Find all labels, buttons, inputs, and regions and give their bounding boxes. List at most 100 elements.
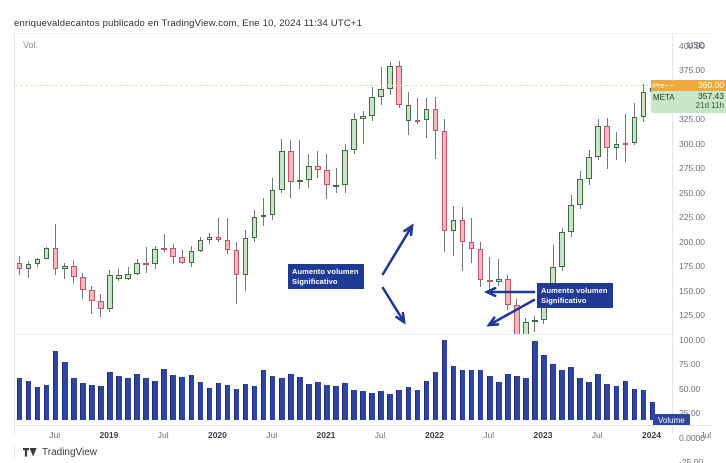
- time-axis-tick: Jul: [483, 430, 495, 440]
- candle-body: [260, 215, 267, 218]
- volume-bar: [134, 373, 140, 420]
- price-axis-tick: 125.00: [679, 310, 705, 321]
- candle-body: [251, 217, 258, 238]
- candle-body: [25, 264, 32, 270]
- candle-body: [188, 250, 195, 264]
- time-axis-tick: 2022: [424, 430, 444, 440]
- volume-bar: [405, 387, 412, 420]
- price-axis-tick: 25.00: [679, 408, 700, 418]
- candle-body: [640, 91, 647, 118]
- volume-bar: [152, 380, 158, 420]
- time-scale[interactable]: Jul 2019 Jul 2020 Jul 2021 Jul 2022 Jul 2023 Jul 20…: [14, 425, 712, 444]
- price-scale[interactable]: USD 400.00375.00350.00325.00300.00275.00…: [651, 34, 726, 463]
- candle-body: [504, 279, 511, 305]
- candle-body: [61, 266, 68, 270]
- candle-body: [631, 117, 638, 143]
- volume-bar: [197, 381, 204, 420]
- time-axis-tick: Jul: [157, 430, 169, 440]
- candle-wick: [263, 197, 265, 227]
- volume-bar: [387, 394, 394, 420]
- volume-bar: [396, 390, 403, 420]
- volume-bar: [89, 384, 95, 420]
- time-axis-tick: Jul: [266, 430, 278, 440]
- candle-body: [269, 189, 276, 216]
- volume-bar: [514, 376, 520, 420]
- candle-wick: [362, 111, 364, 144]
- bar-countdown: 21d 11h: [695, 101, 724, 111]
- volume-bar: [414, 389, 421, 420]
- time-axis-tick: 2023: [533, 430, 553, 440]
- annotation-label-right[interactable]: Aumento volumen Significativo: [537, 283, 613, 309]
- volume-bar: [649, 401, 656, 420]
- candle-wick: [127, 267, 129, 281]
- last-price-badge[interactable]: META 357.43 21d 11h: [651, 90, 726, 114]
- time-axis-tick: 2021: [316, 430, 336, 440]
- time-axis-tick: 2019: [99, 430, 119, 440]
- candle-body: [514, 304, 520, 334]
- price-axis-tick: 250.00: [679, 187, 705, 198]
- candle-wick: [64, 263, 66, 280]
- price-axis-tick: -25.00: [679, 457, 704, 463]
- volume-bar: [577, 377, 583, 420]
- chart-frame[interactable]: Vol.: [14, 34, 713, 434]
- volume-bar: [595, 373, 602, 420]
- volume-bar: [287, 374, 294, 420]
- candle-body: [577, 179, 583, 205]
- candle-body: [224, 239, 231, 250]
- volume-series-badge[interactable]: Volume: [653, 414, 690, 427]
- volume-bar: [260, 370, 267, 420]
- volume-bar: [504, 373, 511, 420]
- volume-bar: [107, 372, 113, 420]
- candle-body: [450, 220, 457, 232]
- annotation-right-line1: Aumento volumen: [541, 286, 608, 295]
- candle-body: [297, 180, 303, 183]
- candle-body: [107, 275, 113, 310]
- time-axis-tick: Jul: [374, 430, 386, 440]
- annotation-left-line2: Significativo: [292, 276, 338, 286]
- candle-body: [161, 247, 167, 250]
- volume-bar: [242, 384, 249, 420]
- candle-body: [369, 96, 375, 117]
- volume-bar: [306, 384, 312, 420]
- candle-body: [604, 126, 611, 148]
- candle-body: [333, 184, 339, 187]
- price-axis-tick: 100.00: [679, 334, 705, 345]
- volume-bar: [34, 387, 41, 420]
- candle-wick: [416, 97, 418, 125]
- candle-body: [423, 108, 430, 121]
- volume-bar: [251, 386, 258, 420]
- pane-divider[interactable]: [15, 334, 673, 335]
- volume-bar: [477, 370, 484, 420]
- annotation-right-line2: Significativo: [541, 295, 587, 305]
- candle-body: [34, 258, 41, 265]
- time-axis-tick: Jul: [700, 430, 712, 440]
- candle-body: [70, 266, 77, 278]
- candle-body: [387, 66, 394, 89]
- volume-bar: [432, 372, 439, 420]
- annotation-label-left[interactable]: Aumento volumen Significativo: [288, 264, 364, 290]
- price-pane[interactable]: [15, 34, 673, 334]
- symbol-label: META: [653, 92, 675, 102]
- price-axis-tick: 0.0000: [679, 432, 705, 443]
- volume-bar: [315, 382, 321, 420]
- header-divider: [14, 33, 712, 34]
- candle-wick: [28, 261, 30, 279]
- volume-bar: [297, 376, 303, 420]
- volume-pane[interactable]: [15, 334, 673, 420]
- volume-bar: [224, 384, 231, 420]
- volume-bar: [613, 386, 620, 420]
- candle-body: [360, 116, 366, 120]
- candle-body: [116, 275, 122, 280]
- price-axis-tick: 300.00: [679, 138, 705, 149]
- volume-bar: [233, 388, 240, 420]
- tradingview-footer: TradingView: [14, 446, 97, 459]
- candle-body: [242, 237, 249, 276]
- volume-bar: [568, 367, 574, 420]
- volume-bar: [486, 376, 493, 420]
- volume-bar: [269, 376, 276, 420]
- volume-bar: [161, 368, 167, 420]
- volume-bar: [631, 388, 638, 420]
- candle-body: [315, 166, 321, 171]
- price-axis-tick: 400.00: [679, 40, 705, 51]
- candle-body: [378, 88, 384, 97]
